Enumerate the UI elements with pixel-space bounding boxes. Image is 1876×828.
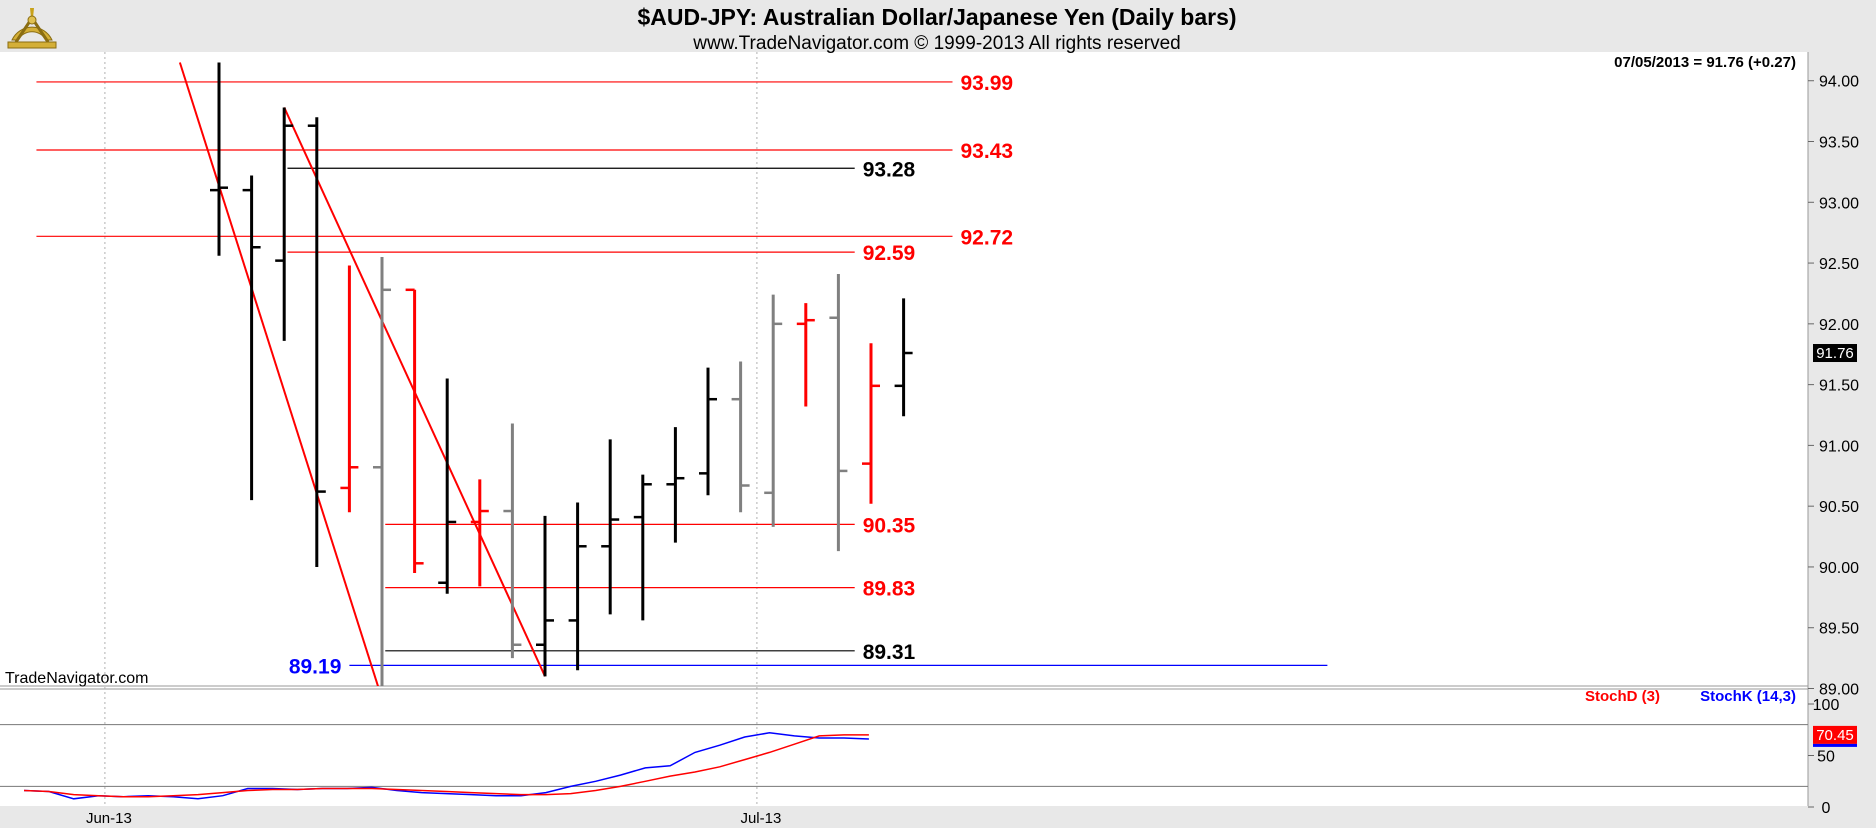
price-axis-tick-label: 91.00 (1819, 438, 1859, 455)
level-label-93.99: 93.99 (961, 72, 1014, 95)
osc-badge-underline (1813, 743, 1857, 747)
price-axis-tick-label: 90.00 (1819, 560, 1859, 577)
price-axis-tick-label: 91.50 (1819, 378, 1859, 395)
chart-subtitle: www.TradeNavigator.com © 1999-2013 All r… (692, 33, 1180, 54)
date-tick-label: Jul-13 (740, 810, 781, 827)
price-level-lines (36, 81, 1328, 667)
ohlc-bar-4 (307, 117, 326, 567)
price-axis-tick-label: 93.50 (1819, 135, 1859, 152)
ohlc-bar-11 (536, 515, 554, 677)
price-axis-panel (1808, 52, 1876, 828)
ohlc-bar-7 (405, 288, 424, 574)
ohlc-bar-2 (242, 175, 261, 501)
ohlc-bar-22 (894, 298, 913, 417)
ohlc-bar-17 (731, 361, 750, 513)
ohlc-bar-21 (862, 343, 880, 504)
price-axis-tick-label: 92.00 (1819, 317, 1859, 334)
ohlc-bar-10 (503, 423, 522, 659)
ohlc-bar-12 (568, 502, 587, 671)
ohlc-bar-18 (764, 294, 783, 527)
price-axis-tick-label: 90.50 (1819, 499, 1859, 516)
price-gridlines (104, 52, 758, 806)
ohlc-bars (210, 62, 913, 686)
date-tick-label: Jun-13 (86, 810, 132, 827)
ohlc-bar-9 (470, 479, 489, 587)
last-price-badge: 91.76 (1816, 345, 1854, 362)
price-level-labels: 93.99 93.43 93.28 92.72 92.59 90.35 89.83 89.31… (289, 72, 1013, 678)
ohlc-bar-8 (438, 378, 457, 594)
ohlc-bar-15 (666, 427, 685, 543)
date-axis-ticks: Jun-13 Jul-13 (86, 810, 781, 827)
oscillator-axis-ticks: 100 50 0 (1808, 697, 1839, 817)
oscillator-reference-lines (0, 724, 1808, 787)
last-quote-readout: 07/05/2013 = 91.76 (+0.27) (1614, 54, 1796, 71)
osc-last-value-badge: 70.45 (1816, 727, 1854, 744)
price-axis-tick-label: 94.00 (1819, 74, 1859, 91)
chart-title: $AUD-JPY: Australian Dollar/Japanese Yen… (637, 4, 1236, 30)
sextant-logo-icon (7, 8, 57, 49)
osc-series-line (23, 732, 869, 800)
legend-stochd: StochD (3) (1585, 688, 1660, 705)
osc-series-line (23, 734, 869, 798)
level-label-89.31: 89.31 (863, 641, 916, 664)
ohlc-bar-20 (829, 274, 848, 552)
price-axis-ticks: 94.00 93.50 93.00 92.50 92.00 91.50 91.00 90.50… (1808, 74, 1859, 699)
osc-axis-tick-label: 0 (1822, 800, 1831, 817)
level-label-89.83: 89.83 (863, 578, 916, 601)
price-axis-tick-label: 89.00 (1819, 682, 1859, 699)
oscillator-series (23, 732, 869, 800)
ohlc-bar-16 (699, 367, 717, 496)
osc-axis-tick-label: 50 (1817, 749, 1835, 766)
level-label-93.28: 93.28 (863, 158, 916, 181)
level-label-92.72: 92.72 (961, 226, 1014, 249)
level-label-92.59: 92.59 (863, 242, 916, 265)
ohlc-bar-19 (796, 303, 815, 407)
price-axis-tick-label: 93.00 (1819, 195, 1859, 212)
level-label-89.19: 89.19 (289, 655, 342, 678)
ohlc-bar-3 (275, 107, 294, 341)
trendline-1 (178, 62, 379, 686)
title-bar (0, 0, 1876, 52)
price-axis-tick-label: 89.50 (1819, 621, 1859, 638)
ohlc-bar-14 (633, 474, 652, 621)
level-label-93.43: 93.43 (961, 140, 1014, 163)
level-label-90.35: 90.35 (863, 514, 916, 537)
ohlc-bar-5 (340, 265, 359, 513)
legend-stochk: StochK (14,3) (1700, 688, 1796, 705)
osc-axis-tick-label: 100 (1813, 697, 1840, 714)
price-axis-tick-label: 92.50 (1819, 256, 1859, 273)
last-price-badge-bg (1813, 344, 1857, 363)
bottom-axis-panel (0, 806, 1808, 828)
osc-badge-bg (1813, 725, 1857, 744)
ohlc-bar-1 (210, 62, 228, 256)
watermark-text: TradeNavigator.com (5, 670, 148, 687)
ohlc-bar-13 (601, 439, 620, 615)
ohlc-bar-6 (373, 256, 391, 686)
